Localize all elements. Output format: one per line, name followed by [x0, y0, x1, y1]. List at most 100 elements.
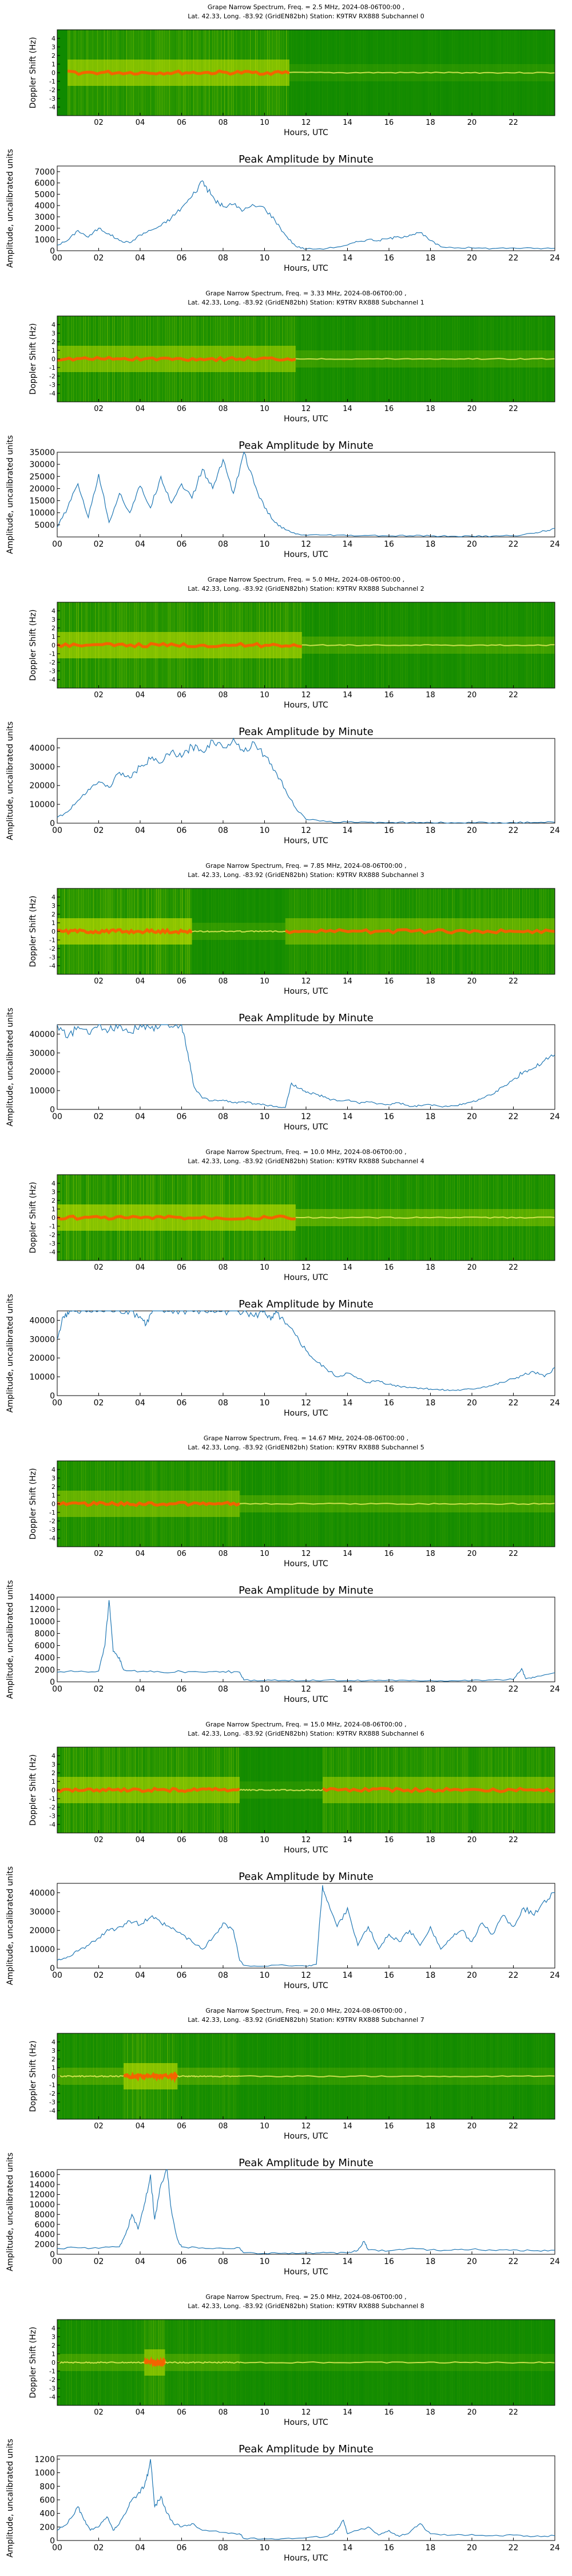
amplitude-xlabel: Hours, UTC	[284, 1695, 328, 1704]
spectrogram-ylabel: Doppler Shift (Hz)	[29, 1182, 38, 1254]
spectrogram-ytick-label: 3	[51, 2333, 55, 2341]
amplitude-xtick-label: 12	[301, 1398, 311, 1408]
amplitude-xtick-label: 24	[550, 1112, 560, 1121]
amplitude-ytick-label: 5000	[34, 521, 55, 530]
amplitude-xlabel: Hours, UTC	[284, 2554, 328, 2563]
spectrogram-title-line1: Grape Narrow Spectrum, Freq. = 15.0 MHz,…	[205, 1721, 406, 1728]
spectrogram-title-line2: Lat. 42.33, Long. -83.92 (GridEN82bh) St…	[188, 2016, 424, 2024]
spectrogram-ytick-label: 0	[51, 2359, 55, 2366]
spectrogram-xtick-label: 08	[219, 118, 228, 127]
amplitude-frame	[57, 165, 555, 251]
spectrogram-ytick-label: 2	[51, 911, 55, 918]
spectrogram-ytick-label: 3	[51, 1188, 55, 1196]
amplitude-xlabel: Hours, UTC	[284, 1981, 328, 1990]
amplitude-xtick-label: 14	[343, 1971, 353, 1980]
spectrogram-xtick-label: 06	[177, 2408, 186, 2417]
spectrogram-xtick-label: 12	[301, 1550, 311, 1558]
amplitude-frame	[57, 2455, 555, 2541]
spectrogram-xtick-label: 10	[260, 691, 269, 700]
amplitude-xtick-label: 20	[467, 1398, 477, 1408]
amplitude-ytick-label: 1000	[34, 235, 55, 244]
amplitude-xtick-label: 22	[509, 2543, 519, 2553]
spectrogram-ytick-label: -3	[49, 2385, 55, 2392]
spectrogram-ytick-label: -1	[49, 1795, 55, 1803]
spectrogram-ytick-label: 1	[51, 1778, 55, 1785]
spectrogram-ytick-label: -4	[49, 676, 55, 683]
spectrogram-ytick-label: -3	[49, 381, 55, 389]
spectrogram-ylabel: Doppler Shift (Hz)	[29, 323, 38, 395]
amplitude-xtick-label: 02	[94, 1971, 104, 1980]
amplitude-xtick-label: 22	[509, 2257, 519, 2266]
amplitude-xtick-label: 16	[384, 826, 394, 835]
spectrogram-xtick-label: 16	[384, 118, 394, 127]
spectrogram-xtick-label: 16	[384, 2408, 394, 2417]
spectrogram-xtick-label: 04	[136, 118, 145, 127]
amplitude-xtick-label: 04	[135, 254, 145, 263]
spectrogram-ytick-label: 4	[51, 607, 55, 615]
amplitude-ytick-label: 20000	[29, 781, 55, 791]
amplitude-ytick-label: 20000	[29, 484, 55, 493]
amplitude-xtick-label: 10	[260, 2257, 270, 2266]
amplitude-ytick-label: 0	[50, 247, 55, 256]
spectrogram-ylabel: Doppler Shift (Hz)	[29, 896, 38, 967]
spectrogram-xtick-label: 20	[467, 2408, 477, 2417]
amplitude-ytick-label: 6000	[34, 2221, 55, 2230]
amplitude-xtick-label: 04	[135, 2257, 145, 2266]
spectrogram-title-line1: Grape Narrow Spectrum, Freq. = 2.5 MHz, …	[208, 3, 404, 11]
amplitude-xtick-label: 06	[177, 2257, 187, 2266]
amplitude-xtick-label: 04	[135, 1685, 145, 1694]
spectrogram-xtick-label: 02	[94, 1836, 104, 1844]
amplitude-xtick-label: 00	[52, 540, 62, 549]
amplitude-xtick-label: 02	[94, 2543, 104, 2553]
spectrogram-xtick-label: 02	[94, 977, 104, 986]
amplitude-frame	[57, 1310, 555, 1396]
spectrogram-4: Grape Narrow Spectrum, Freq. = 10.0 MHz,…	[29, 1148, 555, 1282]
amplitude-xtick-label: 14	[343, 826, 353, 835]
spectrogram-xtick-label: 16	[384, 691, 394, 700]
spectrogram-xtick-label: 06	[177, 1550, 186, 1558]
amplitude-xtick-label: 12	[301, 2257, 311, 2266]
spectrogram-carrier	[57, 927, 193, 935]
spectrogram-streak	[403, 888, 405, 974]
amplitude-xtick-label: 12	[301, 826, 311, 835]
spectrogram-ytick-label: 2	[51, 338, 55, 346]
spectrogram-ytick-label: -4	[49, 1249, 55, 1256]
spectrogram-carrier	[56, 1214, 296, 1221]
spectrogram-streak	[400, 888, 402, 974]
spectrogram-ytick-label: -4	[49, 2107, 55, 2115]
spectrogram-ytick-label: 2	[51, 1769, 55, 1777]
amplitude-xtick-label: 10	[260, 2543, 270, 2553]
spectrogram-ytick-label: 3	[51, 2047, 55, 2055]
amplitude-ytick-label: 14000	[29, 2180, 55, 2190]
spectrogram-ytick-label: 1	[51, 2064, 55, 2072]
amplitude-xtick-label: 10	[260, 1971, 270, 1980]
amplitude-plot-7: Peak Amplitude by Minute0200040006000800…	[6, 2152, 560, 2277]
amplitude-xtick-label: 16	[384, 254, 394, 263]
amplitude-plot-8: Peak Amplitude by Minute0200400600800100…	[6, 2439, 560, 2563]
amplitude-xtick-label: 02	[94, 1398, 104, 1408]
amplitude-ytick-label: 10000	[29, 1945, 55, 1954]
amplitude-ytick-label: 14000	[29, 1593, 55, 1602]
amplitude-xtick-label: 24	[550, 1971, 560, 1980]
amplitude-xtick-label: 12	[301, 1685, 311, 1694]
spectrogram-ytick-label: 1	[51, 2350, 55, 2358]
amplitude-ytick-label: 10000	[29, 509, 55, 518]
spectrogram-ytick-label: -2	[49, 2090, 55, 2097]
spectrogram-ytick-label: 3	[51, 330, 55, 337]
spectrogram-ytick-label: -2	[49, 373, 55, 380]
amplitude-xtick-label: 12	[301, 540, 311, 549]
amplitude-series-line	[57, 2169, 555, 2254]
amplitude-xtick-label: 24	[550, 2543, 560, 2553]
spectrogram-xtick-label: 14	[343, 2408, 352, 2417]
amplitude-xtick-label: 06	[177, 1398, 187, 1408]
spectrogram-streak	[179, 1461, 181, 1547]
spectrogram-xtick-label: 20	[467, 977, 477, 986]
amplitude-title: Peak Amplitude by Minute	[239, 1871, 374, 1883]
amplitude-xlabel: Hours, UTC	[284, 2267, 328, 2277]
spectrogram-carrier	[284, 928, 555, 935]
amplitude-xtick-label: 18	[426, 1112, 436, 1121]
spectrogram-ytick-label: -3	[49, 1812, 55, 1820]
spectrogram-xtick-label: 22	[509, 1263, 518, 1272]
spectrogram-xtick-label: 08	[219, 1263, 228, 1272]
spectrogram-ytick-label: -2	[49, 86, 55, 94]
